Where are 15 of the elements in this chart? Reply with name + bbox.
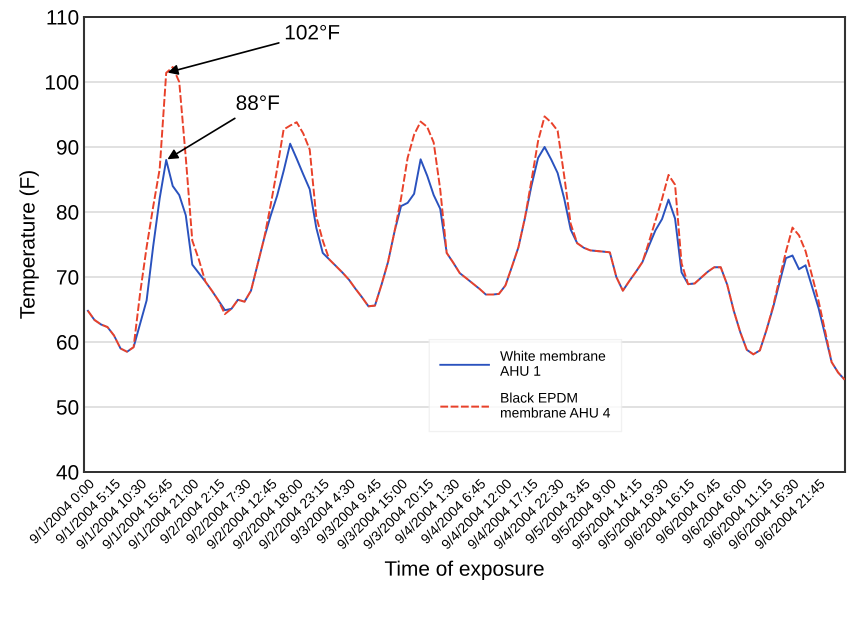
annotation: 88°F	[236, 95, 280, 110]
y-tick-label: 110	[48, 10, 78, 25]
y-tick-label: 80	[56, 205, 78, 220]
y-tick-label: 70	[57, 270, 78, 285]
annotation: 102°F	[286, 24, 340, 40]
y-tick-label: 90	[56, 140, 78, 155]
y-tick-label: 40	[56, 465, 78, 480]
legend-label: Black EPDM membrane AHU 4	[500, 392, 610, 418]
y-tick-label: 100	[46, 75, 78, 90]
x-axis-title: Time of exposure	[384, 560, 544, 580]
y-tick-label: 50	[56, 400, 78, 415]
line-series	[86, 66, 845, 381]
y-axis-title: Temperature (F)	[19, 171, 39, 319]
y-tick-label: 60	[57, 335, 78, 350]
legend-label: White membrane AHU 1	[500, 350, 606, 376]
